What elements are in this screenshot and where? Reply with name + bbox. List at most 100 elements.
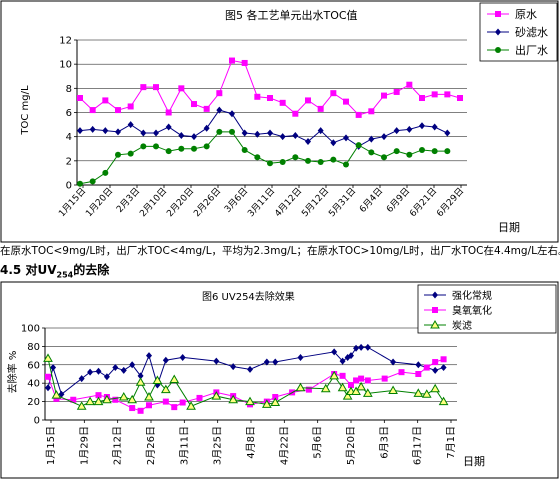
data-point (216, 128, 223, 135)
data-point (95, 392, 102, 399)
x-tick-label: 4月8日 (245, 426, 257, 459)
data-point (228, 394, 239, 404)
heading-subscript: 254 (56, 270, 74, 280)
data-point (330, 90, 337, 97)
data-point (398, 369, 405, 376)
chart1-frame (0, 0, 559, 243)
data-point (93, 396, 104, 406)
data-point (358, 343, 365, 351)
data-point (419, 122, 425, 130)
data-point (267, 160, 273, 167)
heading-prefix: 对UV (25, 263, 57, 277)
data-point (129, 361, 136, 369)
chart2-xlabel: 日期 (463, 455, 485, 468)
x-tick-label: 1月15日 (45, 426, 57, 465)
data-point (381, 133, 387, 141)
legend-marker (495, 28, 501, 36)
y-tick-label: 100 (21, 324, 40, 335)
data-point (330, 139, 337, 147)
data-point (241, 146, 248, 153)
data-point (146, 402, 152, 409)
data-point (140, 129, 147, 137)
data-point (413, 388, 424, 397)
data-point (78, 375, 85, 383)
data-point (419, 146, 425, 153)
x-tick-label: 3月11日 (178, 426, 190, 465)
data-point (95, 367, 102, 375)
data-point (216, 106, 223, 114)
data-point (203, 124, 210, 132)
heading-suffix: 的去除 (73, 263, 110, 277)
data-point (305, 97, 311, 104)
data-point (421, 389, 432, 398)
data-point (241, 59, 248, 66)
data-point (331, 348, 338, 356)
data-point (140, 84, 147, 91)
data-point (292, 110, 299, 117)
data-point (267, 129, 273, 137)
data-point (102, 97, 109, 104)
data-point (77, 95, 83, 101)
data-point (343, 161, 349, 168)
data-point (330, 156, 337, 163)
data-point (247, 365, 253, 373)
data-point (43, 353, 53, 362)
data-point (263, 358, 270, 366)
y-tick-label: 40 (27, 379, 40, 390)
data-point (45, 384, 51, 392)
data-point (178, 131, 185, 139)
data-point (343, 98, 349, 105)
data-point (211, 391, 222, 400)
data-point (254, 154, 261, 161)
data-point (245, 396, 255, 406)
data-point (230, 363, 237, 371)
data-point (153, 84, 159, 91)
data-point (317, 105, 324, 112)
data-point (165, 148, 172, 155)
data-point (430, 383, 441, 393)
data-point (348, 352, 354, 360)
y-tick-label: 4 (66, 132, 72, 143)
data-point (261, 399, 272, 408)
data-point (348, 382, 354, 389)
data-point (406, 125, 413, 133)
data-point (292, 154, 299, 161)
data-point (343, 134, 349, 142)
data-point (339, 372, 346, 379)
data-point (339, 357, 346, 365)
data-point (390, 358, 397, 366)
data-point (127, 394, 138, 404)
data-point (120, 366, 127, 374)
data-point (353, 344, 360, 352)
data-point (423, 364, 430, 371)
data-point (127, 103, 134, 110)
data-point (393, 148, 400, 155)
data-point (229, 110, 235, 118)
data-point (45, 373, 51, 380)
paragraph-text: 在原水TOC<9mg/L时，出厂水TOC<4mg/L，平均为2.3mg/L；在原… (0, 245, 560, 257)
data-point (415, 361, 422, 369)
legend-marker (495, 11, 501, 17)
y-tick-label: 6 (66, 108, 72, 119)
data-point (457, 95, 463, 101)
data-point (355, 111, 362, 118)
data-point (102, 169, 109, 176)
data-point (295, 382, 306, 392)
data-point (178, 145, 185, 152)
data-point (152, 375, 163, 384)
x-tick-label: 7月1日 (445, 426, 457, 459)
data-point (129, 405, 136, 412)
data-point (53, 395, 60, 402)
data-point (144, 391, 154, 401)
x-tick-label: 4月22日 (278, 426, 290, 465)
data-point (76, 401, 87, 410)
data-point (191, 101, 197, 108)
data-point (162, 398, 169, 405)
data-point (229, 57, 235, 64)
data-point (85, 396, 95, 406)
data-point (137, 372, 144, 380)
data-point (270, 397, 281, 407)
data-point (179, 399, 186, 406)
data-point (127, 121, 134, 129)
data-point (112, 396, 119, 403)
